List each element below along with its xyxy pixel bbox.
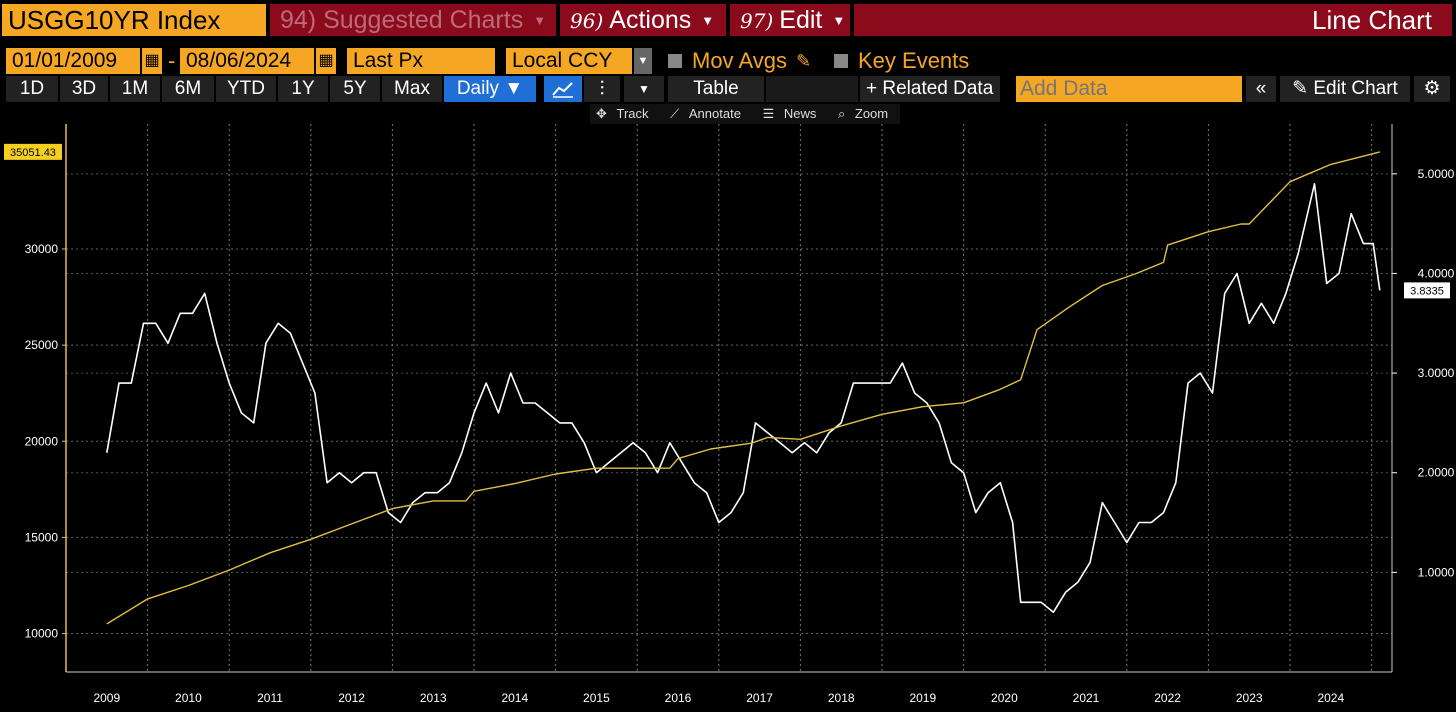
x-tick-label: 2022 [1154,691,1181,705]
track-tool[interactable]: ✥ Track [596,106,649,121]
x-tick-label: 2015 [583,691,610,705]
right-axis-tick-label: 3.0000 [1418,366,1455,380]
table-button[interactable]: Table [668,76,764,102]
x-tick-label: 2012 [338,691,365,705]
start-date-input[interactable]: 01/01/2009 [6,48,140,74]
track-label: Track [616,106,649,121]
axes [62,124,1397,673]
line-chart-icon[interactable] [544,76,582,102]
right-axis-tick-label: 5.0000 [1418,167,1455,181]
add-data-input[interactable] [1016,76,1242,102]
actions-menu[interactable]: 96) Actions ▼ [560,4,726,36]
field-select[interactable]: Last Px [347,48,495,74]
x-tick-label: 2018 [828,691,855,705]
end-date-input[interactable]: 08/06/2024 [180,48,314,74]
toolbar-spacer [766,76,858,102]
x-tick-label: 2014 [501,691,528,705]
chevron-down-icon: ▼ [701,13,715,28]
series-line-1 [106,151,1380,625]
calendar-icon[interactable]: ▦ [316,48,336,74]
annotate-label: Annotate [688,106,741,121]
zoom-label: Zoom [854,106,889,121]
range-5y-button[interactable]: 5Y [330,76,380,102]
edit-label: Edit [779,6,823,34]
edit-chart-label: Edit Chart [1313,78,1398,99]
x-tick-label: 2021 [1073,691,1100,705]
period-select[interactable]: Daily ▼ [444,76,536,102]
ticker-field[interactable]: USGG10YR Index [2,4,266,36]
range-ytd-button[interactable]: YTD [216,76,276,102]
actions-number: 96) [570,9,604,33]
news-label: News [783,106,817,121]
chevron-down-icon[interactable]: ▼ [634,48,652,74]
left-axis-tick-label: 20000 [25,434,59,448]
left-axis-tick-label: 30000 [25,242,59,256]
ohlc-icon[interactable]: ⫶ [584,76,620,102]
range-3d-button[interactable]: 3D [60,76,108,102]
series-layer [106,151,1381,625]
pencil-icon: ✎ [1292,78,1309,99]
x-tick-label: 2016 [665,691,692,705]
x-tick-label: 2023 [1236,691,1263,705]
chart-type-title: Line Chart [854,4,1452,36]
left-axis-tick-label: 10000 [25,627,59,641]
series-line-0 [106,182,1381,614]
left-axis-tick-label: 15000 [25,530,59,544]
chevron-down-icon: ▼ [832,13,846,28]
last-value-label-right: 3.8335 [1410,285,1444,297]
related-data-button[interactable]: + Related Data [860,76,1000,102]
x-tick-label: 2010 [175,691,202,705]
annotate-tool[interactable]: ⟋ Annotate [670,106,741,121]
suggested-charts-label: 94) Suggested Charts [280,6,524,34]
calendar-icon[interactable]: ▦ [142,48,162,74]
line-chart[interactable]: 2009 2010 2011 2012 2013 2014 2015 2016 2017 2018… [0,124,1456,712]
title-bar: USGG10YR Index 94) Suggested Charts ▼ 96)… [0,0,1456,40]
x-tick-label: 2013 [420,691,447,705]
labels: 2009 2010 2011 2012 2013 2014 2015 2016 2017 2018… [4,143,1455,705]
range-6m-button[interactable]: 6M [162,76,214,102]
suggested-charts-menu[interactable]: 94) Suggested Charts ▼ [270,4,556,36]
mov-avgs-checkbox[interactable] [668,54,682,68]
key-events-checkbox[interactable] [834,54,848,68]
range-1y-button[interactable]: 1Y [278,76,328,102]
edit-menu[interactable]: 97) Edit ▼ [730,4,850,36]
chevron-down-icon: ▼ [504,78,524,99]
actions-label: Actions [609,6,692,34]
toolbar: 1D 3D 1M 6M YTD 1Y 5Y Max Daily ▼ ⫶ ▼ Ta… [0,76,1456,104]
mov-avgs-label: Mov Avgs [692,48,787,73]
x-tick-label: 2020 [991,691,1018,705]
controls-bar: 01/01/2009 ▦ - 08/06/2024 ▦ Last Px Loca… [0,46,1456,76]
edit-chart-button[interactable]: ✎ Edit Chart [1280,76,1410,102]
range-1m-button[interactable]: 1M [110,76,160,102]
x-tick-label: 2024 [1317,691,1344,705]
range-1d-button[interactable]: 1D [6,76,58,102]
right-axis-tick-label: 4.0000 [1418,266,1455,280]
last-value-flag-right [1404,282,1450,299]
key-events-label: Key Events [858,48,970,73]
range-max-button[interactable]: Max [382,76,442,102]
last-value-flag-left [4,143,62,160]
gear-icon[interactable]: ⚙ [1414,76,1450,102]
double-chevron-left-icon[interactable]: « [1246,76,1276,102]
pencil-icon[interactable]: ✎ [796,51,812,71]
currency-select[interactable]: Local CCY [506,48,632,74]
zoom-tool[interactable]: ⌕ Zoom [837,106,889,121]
x-tick-label: 2019 [909,691,936,705]
x-tick-label: 2011 [257,691,283,705]
right-axis-tick-label: 2.0000 [1418,466,1455,480]
chevron-down-icon[interactable]: ▼ [624,76,664,102]
x-tick-label: 2017 [746,691,773,705]
news-tool[interactable]: ☰ News [762,106,817,121]
left-axis-tick-label: 25000 [25,338,59,352]
right-axis-tick-label: 1.0000 [1418,565,1455,579]
chart-tools: ✥ Track ⟋ Annotate ☰ News ⌕ Zoom [590,104,901,124]
date-separator: - [168,48,176,73]
period-label: Daily [456,78,500,99]
chevron-down-icon: ▼ [533,13,547,28]
last-value-label-left: 35051.43 [10,147,56,159]
grid-lines [66,124,1392,672]
edit-number: 97) [740,9,774,33]
x-tick-label: 2009 [93,691,120,705]
